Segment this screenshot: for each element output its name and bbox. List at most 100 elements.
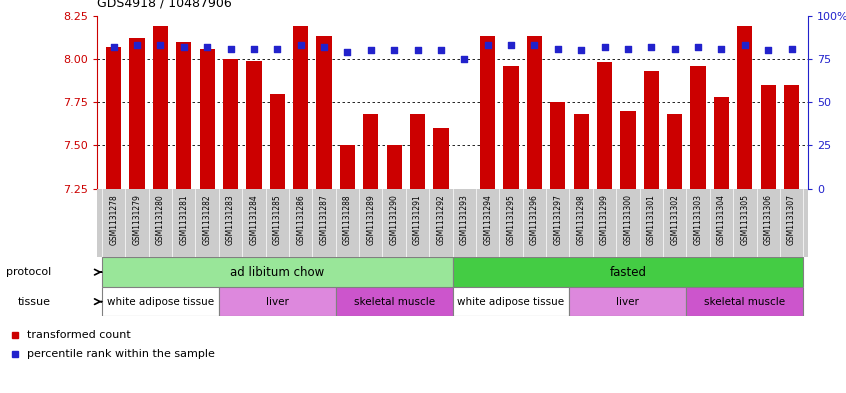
Point (247, 46, 261, 52)
Bar (433, 128, 448, 189)
Bar (219, 287, 336, 316)
Text: liver: liver (617, 297, 640, 307)
Point (434, 47, 448, 53)
Point (201, 44, 214, 50)
Bar (102, 287, 219, 316)
Text: GSM1131298: GSM1131298 (577, 194, 585, 245)
Bar (293, 26, 308, 189)
Text: fasted: fasted (609, 266, 646, 279)
Point (387, 47, 401, 53)
Text: GSM1131284: GSM1131284 (250, 194, 258, 245)
Text: GSM1131287: GSM1131287 (320, 194, 328, 245)
Point (294, 42, 307, 48)
Text: GSM1131294: GSM1131294 (483, 194, 492, 245)
Point (761, 47, 775, 53)
Point (598, 44, 612, 50)
Text: GSM1131307: GSM1131307 (787, 194, 796, 245)
Bar (480, 37, 495, 189)
Point (130, 42, 144, 48)
Bar (453, 257, 803, 287)
Point (667, 46, 681, 52)
Bar (453, 287, 569, 316)
Point (411, 47, 425, 53)
Text: skeletal muscle: skeletal muscle (704, 297, 785, 307)
Point (551, 46, 564, 52)
Text: GSM1131306: GSM1131306 (764, 194, 772, 245)
Bar (223, 59, 238, 189)
Text: GSM1131290: GSM1131290 (390, 194, 398, 245)
Point (715, 46, 728, 52)
Text: GSM1131291: GSM1131291 (413, 194, 422, 245)
Point (107, 44, 120, 50)
Point (223, 46, 237, 52)
Text: GSM1131303: GSM1131303 (694, 194, 702, 245)
Bar (363, 114, 378, 189)
Bar (620, 111, 635, 189)
Text: percentile rank within the sample: percentile rank within the sample (27, 349, 216, 360)
Point (364, 47, 377, 53)
Bar (644, 71, 659, 189)
Bar (129, 38, 145, 189)
Text: protocol: protocol (6, 267, 51, 277)
Bar (686, 287, 803, 316)
Point (481, 42, 494, 48)
Bar (503, 66, 519, 189)
Bar (336, 287, 453, 316)
Bar (574, 114, 589, 189)
Text: GSM1131297: GSM1131297 (553, 194, 563, 245)
Text: tissue: tissue (18, 297, 51, 307)
Text: GSM1131292: GSM1131292 (437, 194, 446, 245)
Bar (667, 114, 682, 189)
Bar (761, 85, 776, 189)
Text: white adipose tissue: white adipose tissue (107, 297, 214, 307)
Text: liver: liver (266, 297, 288, 307)
Text: GSM1131293: GSM1131293 (459, 194, 469, 245)
Text: GSM1131305: GSM1131305 (740, 194, 750, 245)
Bar (200, 49, 215, 189)
Bar (597, 62, 613, 189)
Text: GSM1131281: GSM1131281 (179, 194, 189, 245)
Text: GSM1131301: GSM1131301 (647, 194, 656, 245)
Bar (106, 47, 121, 189)
Point (177, 44, 190, 50)
Text: GSM1131288: GSM1131288 (343, 194, 352, 245)
Point (621, 46, 634, 52)
Point (645, 44, 658, 50)
Text: GSM1131280: GSM1131280 (156, 194, 165, 245)
Bar (176, 42, 191, 189)
Bar (737, 26, 752, 189)
Bar (316, 37, 332, 189)
Text: GSM1131279: GSM1131279 (133, 194, 141, 245)
Point (458, 56, 471, 62)
Text: transformed count: transformed count (27, 330, 131, 340)
Bar (102, 257, 453, 287)
Point (154, 42, 168, 48)
Text: GSM1131296: GSM1131296 (530, 194, 539, 245)
Bar (340, 145, 355, 189)
Point (317, 44, 331, 50)
Text: GSM1131302: GSM1131302 (670, 194, 679, 245)
Bar (714, 97, 729, 189)
Bar (246, 61, 261, 189)
Point (341, 49, 354, 55)
Point (574, 47, 588, 53)
Text: GSM1131299: GSM1131299 (600, 194, 609, 245)
Text: skeletal muscle: skeletal muscle (354, 297, 435, 307)
Text: ad libitum chow: ad libitum chow (230, 266, 324, 279)
Bar (270, 94, 285, 189)
Point (504, 42, 518, 48)
Text: GSM1131295: GSM1131295 (507, 194, 515, 245)
Point (785, 46, 799, 52)
Bar (527, 37, 542, 189)
Point (271, 46, 284, 52)
Bar (153, 26, 168, 189)
Text: white adipose tissue: white adipose tissue (458, 297, 564, 307)
Text: GSM1131283: GSM1131283 (226, 194, 235, 245)
Text: GSM1131289: GSM1131289 (366, 194, 376, 245)
Text: GSM1131278: GSM1131278 (109, 194, 118, 245)
Bar (784, 85, 799, 189)
Text: GDS4918 / 10487906: GDS4918 / 10487906 (97, 0, 232, 10)
Text: GSM1131286: GSM1131286 (296, 194, 305, 245)
Point (738, 42, 751, 48)
Point (691, 44, 705, 50)
